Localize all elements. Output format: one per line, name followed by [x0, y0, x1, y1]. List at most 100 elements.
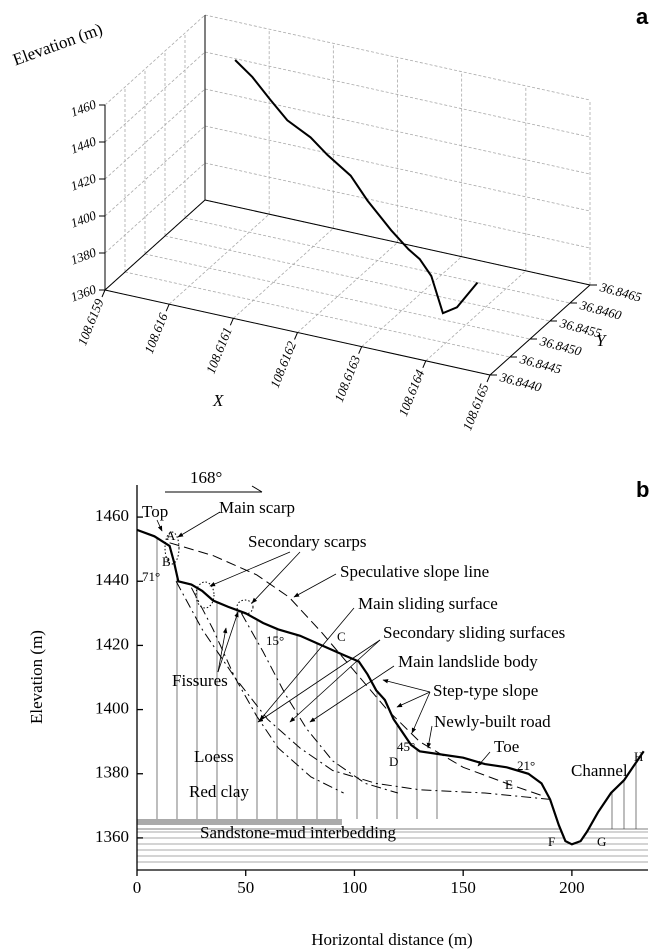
annotation: A	[166, 528, 176, 543]
annotation: C	[337, 629, 346, 644]
grid-line	[168, 213, 270, 305]
ground-profile	[136, 528, 645, 846]
y-tick-label: 1360	[95, 827, 129, 846]
x-tick-label: 200	[559, 878, 585, 897]
z-tick-label: 1420	[68, 170, 98, 193]
profile-line	[234, 59, 479, 315]
arrow	[293, 573, 337, 598]
arrow	[209, 551, 291, 587]
x-axis-label: X	[212, 391, 224, 410]
annotation: Step-type slope	[433, 681, 538, 700]
arrow	[259, 607, 355, 721]
arrow	[251, 551, 301, 604]
annotation: 71°	[142, 569, 160, 584]
x-tick-label: 0	[133, 878, 142, 897]
y-tick-label: 36.8450	[537, 333, 583, 359]
annotation: E	[505, 777, 513, 792]
x-tick-label: 108.616	[141, 310, 171, 355]
arrow	[411, 691, 431, 734]
x-tick-label: 50	[237, 878, 254, 897]
x-axis-label: Horizontal distance (m)	[311, 930, 472, 949]
y-axis-label: Elevation (m)	[27, 630, 46, 724]
grid-line	[361, 256, 462, 347]
annotation: Sandstone-mud interbedding	[200, 823, 396, 842]
tick-mark	[294, 332, 298, 340]
annotation: 15°	[266, 633, 284, 648]
annotation: Red clay	[189, 782, 249, 801]
arrow	[289, 639, 381, 723]
grid-line	[204, 125, 591, 212]
axis-line	[204, 199, 591, 286]
x-tick-label: 108.6162	[267, 339, 299, 390]
z-tick-label: 1400	[68, 207, 98, 230]
y-axis-label: Y	[596, 331, 607, 350]
red-clay-layer	[137, 819, 342, 825]
y-tick-label: 1400	[95, 698, 129, 717]
grid-line	[104, 125, 206, 217]
arrow-head	[251, 485, 263, 493]
x-tick-label: 108.6163	[331, 353, 363, 404]
axis-line	[489, 284, 591, 376]
scarp-marker	[195, 581, 215, 609]
annotation: Top	[142, 502, 168, 521]
arrow	[177, 511, 221, 538]
tick-mark	[486, 374, 491, 383]
grid-line	[104, 14, 206, 106]
tick-mark	[229, 318, 234, 326]
y-tick-label: 36.8440	[497, 369, 543, 395]
panel-label: a	[636, 4, 649, 29]
grid-line	[144, 253, 531, 340]
annotation: Secondary sliding surfaces	[383, 623, 565, 642]
arrow	[257, 639, 381, 723]
z-tick-label: 1440	[68, 133, 98, 156]
x-tick-label: 108.6164	[395, 367, 427, 418]
annotation: Main sliding surface	[358, 594, 498, 613]
panel-label: b	[636, 477, 649, 502]
annotation: 168°	[190, 468, 222, 487]
x-tick-label: 108.6161	[203, 325, 235, 376]
annotation: 45°	[397, 739, 415, 754]
annotation: Speculative slope line	[340, 562, 489, 581]
grid-line	[104, 162, 206, 254]
annotation: G	[597, 834, 606, 849]
y-tick-label: 36.8465	[597, 279, 643, 305]
y-tick-label: 1460	[95, 506, 129, 525]
grid-line	[204, 51, 591, 138]
annotation: F	[548, 834, 555, 849]
arrow	[396, 691, 431, 708]
slip-line	[175, 581, 551, 800]
grid-line	[233, 228, 334, 319]
tick-mark	[358, 346, 363, 354]
grid-line	[297, 242, 398, 333]
grid-line	[204, 88, 591, 175]
tick-mark	[422, 360, 427, 369]
y-tick-label: 36.8445	[517, 351, 563, 377]
slip-line	[190, 587, 344, 794]
slip-line	[169, 542, 544, 797]
arrow	[156, 519, 163, 532]
z-tick-label: 1460	[68, 96, 98, 119]
scarp-marker	[164, 531, 180, 565]
z-axis-label: Elevation (m)	[10, 19, 105, 69]
arrow	[382, 679, 431, 693]
grid-line	[204, 162, 591, 249]
annotation: Main landslide body	[398, 652, 538, 671]
annotation: H	[634, 749, 643, 764]
z-tick-label: 1380	[68, 244, 98, 267]
annotation: Secondary scarps	[248, 532, 367, 551]
annotation: 21°	[517, 758, 535, 773]
scarp-marker	[236, 599, 254, 615]
y-tick-label: 1420	[95, 634, 129, 653]
annotation: Newly-built road	[434, 712, 551, 731]
axis-line	[104, 199, 206, 291]
arrow	[477, 751, 491, 767]
x-tick-label: 108.6165	[459, 381, 491, 432]
annotation: Fissures	[172, 671, 228, 690]
tick-mark	[165, 303, 170, 312]
grid-line	[104, 51, 206, 143]
annotation: Loess	[194, 747, 234, 766]
annotation: Main scarp	[219, 498, 295, 517]
y-tick-label: 1380	[95, 763, 129, 782]
annotation: Channel	[571, 761, 628, 780]
